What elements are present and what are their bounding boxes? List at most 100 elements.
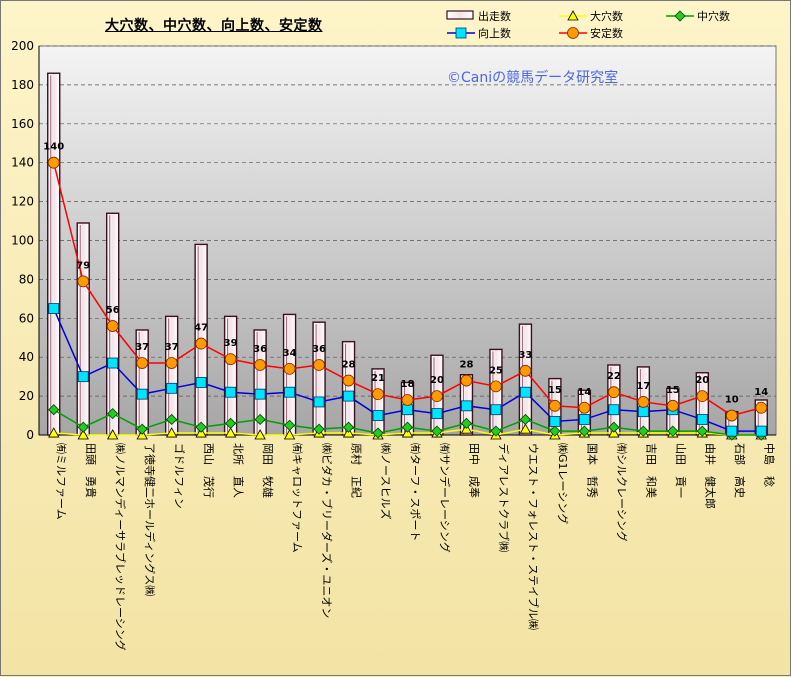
y-tick-label: 120 <box>11 195 34 209</box>
marker-向上数 <box>461 400 472 412</box>
y-tick-label: 0 <box>26 428 34 442</box>
marker-安定数 <box>460 374 473 387</box>
marker-大穴数 <box>107 429 119 440</box>
x-tick-label: ㈲キャロットファーム <box>291 443 304 553</box>
data-label: 21 <box>371 373 385 384</box>
y-tick-label: 200 <box>11 39 34 53</box>
marker-安定数 <box>607 386 620 399</box>
marker-向上数 <box>726 425 738 437</box>
marker-安定数 <box>313 359 325 371</box>
marker-向上数 <box>455 27 467 39</box>
marker-中穴数 <box>696 425 708 437</box>
x-tick-label: ㈲シルクレーシング <box>615 443 629 542</box>
data-label: 25 <box>489 365 503 376</box>
legend-label: 向上数 <box>478 26 511 40</box>
marker-向上数 <box>696 414 708 425</box>
marker-安定数 <box>431 390 443 403</box>
data-label: 14 <box>577 387 591 398</box>
data-label: 47 <box>194 323 208 334</box>
x-tick-label: ゴドルフィン <box>173 443 187 509</box>
marker-安定数 <box>666 399 679 412</box>
marker-大穴数 <box>165 427 178 438</box>
data-label: 14 <box>754 387 768 398</box>
marker-中穴数 <box>431 425 443 437</box>
data-label: 18 <box>401 379 415 390</box>
marker-大穴数 <box>254 429 266 440</box>
marker-大穴数 <box>283 429 296 440</box>
marker-中穴数 <box>107 408 119 420</box>
x-tick-label: 原村 正紀 <box>350 443 364 498</box>
y-tick-label: 20 <box>19 389 34 403</box>
marker-中穴数 <box>77 421 89 433</box>
x-tick-label: 国本 哲秀 <box>585 443 599 498</box>
legend-label: 大穴数 <box>590 9 623 23</box>
y-tick-label: 160 <box>11 117 34 131</box>
watermark: ©Caniの競馬データ研究室 <box>447 70 619 86</box>
data-label: 28 <box>459 360 473 371</box>
marker-向上数 <box>313 396 325 408</box>
marker-大穴数 <box>224 427 237 438</box>
x-tick-label: 北所 直人 <box>232 443 246 498</box>
marker-大穴数 <box>48 427 60 438</box>
marker-向上数 <box>166 382 178 394</box>
bar-出走数 <box>312 321 326 436</box>
marker-中穴数 <box>519 413 531 426</box>
marker-安定数 <box>490 380 502 393</box>
marker-中穴数 <box>48 404 60 416</box>
y-tick-label: 80 <box>19 272 34 286</box>
marker-安定数 <box>136 357 149 369</box>
x-tick-label: 岡田 牧雄 <box>261 443 275 498</box>
marker-安定数 <box>342 374 355 387</box>
marker-向上数 <box>608 404 620 416</box>
x-tick-label: ㈱G1レーシング <box>556 443 570 524</box>
legend-swatch <box>446 10 474 20</box>
marker-中穴数 <box>401 421 414 433</box>
marker-向上数 <box>254 388 266 400</box>
data-label: 28 <box>342 360 356 371</box>
marker-中穴数 <box>313 423 325 435</box>
x-tick-label: ウエスト・フォレスト・ステイブル㈱ <box>526 443 540 630</box>
marker-中穴数 <box>342 421 355 433</box>
marker-中穴数 <box>195 421 207 433</box>
marker-向上数 <box>372 410 384 421</box>
marker-向上数 <box>755 425 767 437</box>
marker-安定数 <box>637 396 650 408</box>
marker-安定数 <box>77 275 90 288</box>
marker-大穴数 <box>567 10 579 21</box>
x-tick-label: 石部 高史 <box>733 443 747 498</box>
marker-中穴数 <box>372 427 384 439</box>
x-tick-label: 了徳寺健二ホールディングス㈱ <box>143 443 157 596</box>
x-tick-label: 吉田 和美 <box>644 443 657 498</box>
marker-安定数 <box>224 353 237 366</box>
marker-向上数 <box>431 408 443 420</box>
marker-向上数 <box>136 388 148 400</box>
marker-中穴数 <box>166 413 178 426</box>
marker-中穴数 <box>136 423 148 435</box>
x-tick-label: 中島 稔 <box>762 443 776 487</box>
marker-安定数 <box>47 156 60 169</box>
x-tick-label: ディアレストクラブ㈱ <box>497 443 511 552</box>
data-label: 37 <box>165 342 179 353</box>
chart-title: 大穴数、中穴数、向上数、安定数 <box>105 18 323 34</box>
marker-向上数 <box>520 386 531 398</box>
marker-安定数 <box>578 401 591 414</box>
x-tick-label: 田中 成奉 <box>467 443 481 498</box>
marker-向上数 <box>284 386 295 398</box>
marker-向上数 <box>490 404 502 416</box>
marker-向上数 <box>549 415 561 427</box>
x-tick-label: ㈲サンデーレーシング <box>438 443 452 553</box>
data-label: 33 <box>518 350 532 361</box>
marker-向上数 <box>225 386 237 398</box>
data-label: 37 <box>135 342 149 353</box>
marker-中穴数 <box>225 417 237 429</box>
data-label: 39 <box>224 338 238 349</box>
legend-label: 中穴数 <box>697 9 730 23</box>
bar-出走数 <box>76 222 90 436</box>
data-label: 34 <box>283 348 297 359</box>
data-label: 15 <box>666 385 680 396</box>
x-tick-label: 山田 貢一 <box>674 443 687 498</box>
marker-中穴数 <box>490 425 502 437</box>
marker-安定数 <box>696 390 709 403</box>
x-tick-label: ㈱ノースヒルズ <box>379 443 393 519</box>
x-tick-label: ㈱ノルマンディーサラブレッドレーシング <box>114 443 128 651</box>
